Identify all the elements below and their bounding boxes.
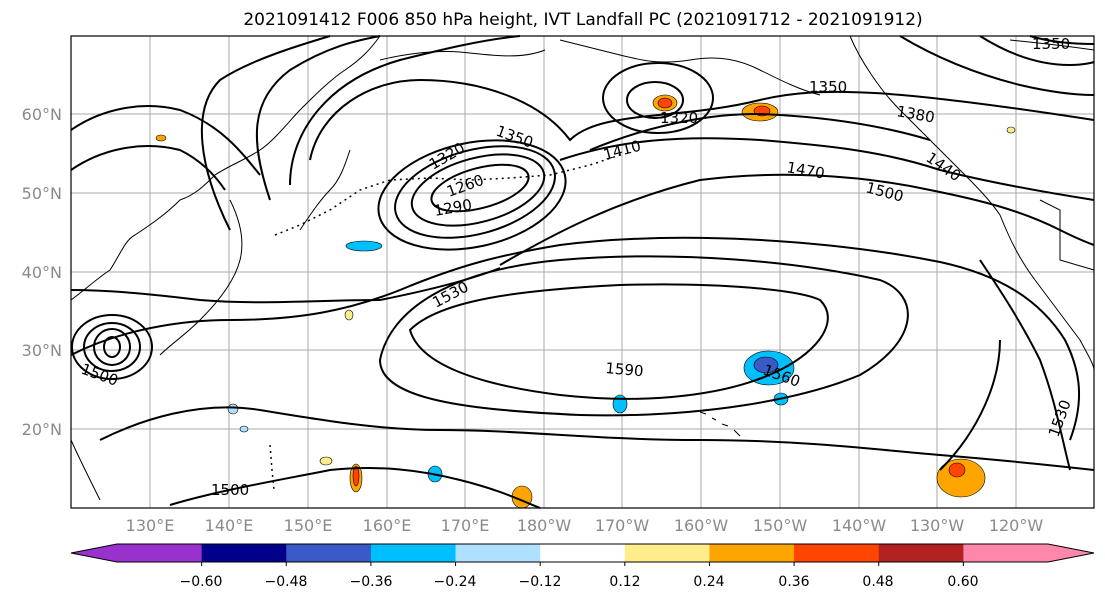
lat-label: 40°N — [22, 263, 62, 282]
colorbar-segment — [709, 544, 795, 562]
colorbar-tick-label: 0.24 — [693, 574, 724, 590]
lat-label: 60°N — [22, 105, 62, 124]
lat-label: 50°N — [22, 184, 62, 203]
lon-label: 170°W — [595, 516, 650, 535]
lon-label: 160°E — [363, 516, 412, 535]
map-border — [70, 35, 1095, 509]
lon-label: 140°W — [832, 516, 887, 535]
dateline-south — [269, 444, 275, 491]
contour-label: 1350 — [809, 78, 847, 96]
colorbar-extend-high — [1048, 544, 1094, 562]
colorbar-tick-label: 0.36 — [778, 574, 809, 590]
colorbar-segment — [117, 544, 203, 562]
colorbar — [70, 543, 1095, 566]
colorbar-segment — [794, 544, 880, 562]
lat-labels: 60°N 50°N 40°N 30°N 20°N — [22, 105, 62, 439]
colorbar-segment — [963, 544, 1049, 562]
lon-label: 120°W — [989, 516, 1044, 535]
colorbar-segment — [540, 544, 626, 562]
coastlines — [70, 35, 1095, 501]
colorbar-tick-label: 0.48 — [862, 574, 893, 590]
colorbar-tick-label: 0.12 — [609, 574, 640, 590]
lat-label: 30°N — [22, 341, 62, 360]
colorbar-labels: −0.60 −0.48 −0.36 −0.24 −0.12 0.12 0.24 … — [180, 574, 979, 590]
gridlines — [71, 36, 1094, 508]
lat-label: 20°N — [22, 420, 62, 439]
colorbar-tick-label: −0.60 — [180, 574, 223, 590]
contour-label: 1500 — [211, 481, 249, 499]
height-contours — [70, 35, 1095, 509]
lon-label: 150°W — [753, 516, 808, 535]
colorbar-tick-label: −0.12 — [519, 574, 562, 590]
lon-label: 130°E — [126, 516, 175, 535]
lon-label: 170°E — [441, 516, 490, 535]
lon-label: 150°E — [284, 516, 333, 535]
colorbar-tick-label: −0.48 — [265, 574, 308, 590]
contour-label: 1320 — [660, 109, 698, 127]
lon-label: 160°W — [674, 516, 729, 535]
colorbar-segment — [286, 544, 372, 562]
colorbar-segment — [455, 544, 541, 562]
colorbar-segment — [624, 544, 710, 562]
figure-title: 2021091412 F006 850 hPa height, IVT Land… — [243, 10, 922, 30]
colorbar-extend-low — [71, 544, 117, 562]
colorbar-outline — [70, 543, 1095, 563]
colorbar-segment — [878, 544, 964, 562]
island-chain — [699, 411, 741, 437]
lon-label: 130°W — [910, 516, 965, 535]
colorbar-segment — [201, 544, 287, 562]
colorbar-tick-label: 0.60 — [947, 574, 978, 590]
contour-label: 1590 — [605, 359, 645, 380]
contour-label: 1350 — [1032, 35, 1070, 53]
colorbar-tick-label: −0.36 — [350, 574, 393, 590]
lon-labels: 130°E 140°E 150°E 160°E 170°E 180°W 170°… — [126, 516, 1044, 535]
colorbar-tick-label: −0.24 — [434, 574, 477, 590]
lon-label: 140°E — [205, 516, 254, 535]
colorbar-segment — [370, 544, 457, 562]
lon-label: 180°W — [517, 516, 572, 535]
